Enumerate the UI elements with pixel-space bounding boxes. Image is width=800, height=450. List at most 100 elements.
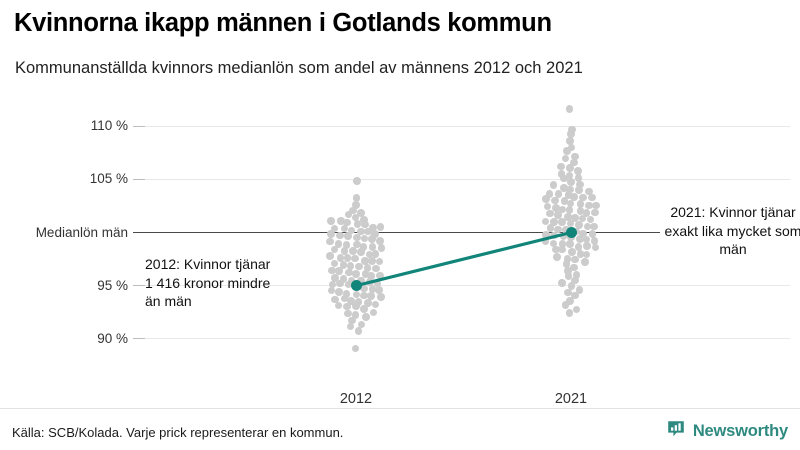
swarm-dot [348,316,356,325]
swarm-dot [342,290,351,298]
annotation-2012: 2012: Kvinnor tjänar 1 416 kronor mindre… [145,256,271,309]
newsworthy-logo[interactable]: Newsworthy [666,419,788,444]
swarm-dot [552,204,560,212]
swarm-dot [558,279,566,288]
swarm-dot [326,251,334,260]
swarm-dot [351,311,360,319]
swarm-dot [360,216,368,224]
swarm-dot [353,177,361,185]
swarm-dot [352,290,361,299]
swarm-dot [335,266,343,275]
swarm-dot [564,191,573,199]
swarm-dot [564,288,573,297]
swarm-dot [327,216,335,225]
bar-chart-bubble-icon [666,419,686,444]
swarm-dot [583,222,592,231]
swarm-dot [357,247,365,256]
swarm-dot [342,241,351,249]
swarm-dot [581,258,589,266]
swarm-dot [352,233,361,242]
swarm-dot [346,262,355,270]
highlight-marker-2021[interactable] [565,227,577,238]
swarm-dot [576,235,584,243]
swarm-dot [584,201,593,210]
swarm-dot [553,253,561,261]
swarm-dot [567,143,576,152]
swarm-dot [347,276,356,285]
swarm-dot [352,201,360,209]
swarm-dot [551,196,559,205]
swarm-dot [360,284,368,293]
swarm-dot [340,224,349,233]
gridline-90 [140,338,790,340]
swarm-dot [557,170,566,178]
swarm-dot [579,193,587,202]
swarm-dot [335,288,343,296]
swarm-dot [343,302,351,311]
gridline-110 [140,125,790,127]
swarm-dot [591,243,600,252]
swarm-dot [573,167,582,175]
swarm-dot [361,313,370,321]
swarm-dot [330,274,339,283]
swarm-dot [354,326,363,335]
swarm-dot [375,286,383,294]
swarm-dot [568,125,576,134]
swarm-dot [560,196,569,205]
swarm-dot [578,214,587,223]
swarm-dot [346,322,355,331]
swarm-dot [588,230,597,239]
swarm-dot [343,254,352,262]
swarm-dot [376,223,385,231]
swarm-dot [571,276,579,285]
swarm-dot [570,193,578,201]
swarm-dot [336,231,344,240]
swarm-dot [546,224,555,232]
swarm-dot [357,209,365,217]
swarm-dot [351,344,360,353]
swarm-dot [542,195,550,203]
swarm-dot [360,291,368,300]
swarm-dot [576,180,585,189]
swarm-dot [565,171,574,180]
swarm-dot [566,164,574,172]
swarm-dot [327,230,335,239]
swarm-dot [330,245,339,254]
swarm-dot [558,205,567,214]
swarm-dot [566,185,574,194]
y-tick-dash-90 [133,338,145,340]
chart-subtitle: Kommunanställda kvinnors medianlön som a… [15,59,583,77]
page-title: Kvinnorna ikapp männen i Gotlands kommun [14,9,552,37]
swarm-dot [571,214,579,223]
swarm-dot [576,249,585,258]
highlight-marker-2012[interactable] [350,280,362,292]
swarm-dot [563,147,572,155]
swarm-dot [566,297,574,305]
swarm-dot [344,210,353,219]
swarm-dot [572,305,581,314]
y-axis-tick-100: Medianlön män [35,224,128,240]
swarm-dot [566,219,575,228]
swarm-dot [554,211,562,219]
swarm-dot [371,300,380,309]
swarm-dot [567,178,575,187]
swarm-dot [561,301,570,309]
y-tick-dash-100 [133,232,145,233]
swarm-dot [583,242,591,251]
swarm-dot [351,213,360,222]
y-tick-dash-105 [133,178,145,180]
swarm-dot [328,280,337,289]
swarm-dot [326,237,334,246]
swarm-dot [339,261,348,269]
swarm-dot [342,218,351,227]
source-note: Källa: SCB/Kolada. Varje prick represent… [12,425,344,440]
swarm-dot [565,105,574,113]
swarm-dot [571,152,580,161]
swarm-dot [558,217,566,226]
swarm-dot [340,294,349,303]
swarm-dot [567,130,576,138]
swarm-dot [330,224,339,233]
swarm-dot [549,180,558,189]
swarm-dot [574,243,583,251]
swarm-dot [566,199,575,208]
